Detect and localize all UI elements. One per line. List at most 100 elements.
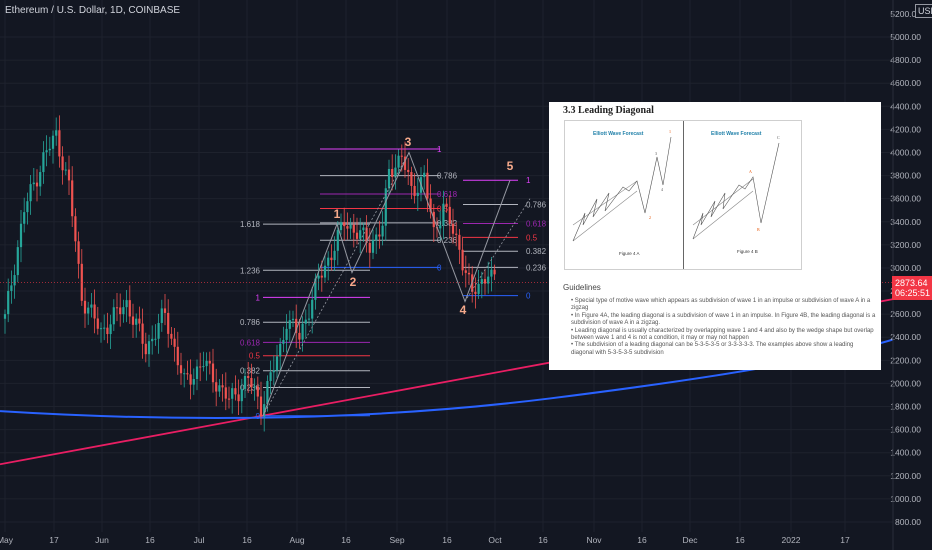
candle-body: [355, 232, 359, 239]
y-tick-label: 5000.00: [890, 32, 921, 42]
fib-level-label: 0: [526, 292, 531, 301]
candle-body: [301, 323, 304, 340]
candle-body: [183, 373, 186, 375]
y-tick-label: 1000.00: [890, 494, 921, 504]
candle-body: [199, 366, 202, 368]
last-price-tag: 2873.64 06:25:51: [892, 276, 932, 300]
candle-body: [26, 201, 29, 213]
candle-body: [285, 328, 288, 340]
candle-body: [186, 373, 189, 375]
candle-body: [394, 167, 397, 177]
candle-body: [458, 234, 461, 250]
candle-body: [179, 365, 183, 374]
x-tick-label: 16: [637, 535, 647, 545]
candle-body: [375, 234, 378, 241]
y-tick-label: 4200.00: [890, 124, 921, 134]
fib-level-label: 0.5: [249, 352, 261, 361]
symbol-title: Ethereum / U.S. Dollar, 1D, COINBASE: [5, 5, 181, 16]
fib-level-label: 0: [437, 263, 442, 272]
svg-text:2: 2: [649, 215, 651, 220]
y-tick-label: 3000.00: [890, 263, 921, 273]
candle-body: [352, 224, 355, 233]
candle-body: [483, 279, 487, 284]
x-tick-label: Jul: [194, 535, 205, 545]
candle-body: [247, 375, 250, 378]
candle-body: [371, 240, 375, 253]
y-tick-label: 2000.00: [890, 378, 921, 388]
candle-body: [333, 250, 336, 261]
candle-body: [307, 318, 311, 320]
candle-body: [208, 360, 211, 364]
candle-body: [339, 222, 343, 231]
x-tick-label: 16: [242, 535, 252, 545]
candle-body: [237, 394, 240, 402]
bar-countdown: 06:25:51: [895, 288, 931, 298]
candle-body: [368, 242, 371, 253]
candle-body: [403, 156, 407, 170]
candle-body: [464, 270, 467, 273]
candle-body: [266, 381, 269, 405]
candle-body: [7, 290, 10, 315]
candle-body: [487, 276, 490, 284]
leading-diagonal-guide: 3.3 Leading Diagonal 1 2 3 4 A B C Ellio…: [549, 102, 881, 370]
candle-body: [141, 323, 144, 344]
wave-label: 5: [507, 159, 514, 173]
candle-body: [397, 155, 400, 168]
figure-a-caption: Figure 4 A: [619, 251, 640, 256]
candle-body: [381, 225, 384, 237]
candle-body: [61, 156, 64, 171]
y-tick-label: 4800.00: [890, 55, 921, 65]
candle-body: [112, 307, 115, 325]
candle-body: [448, 206, 451, 224]
candle-body: [231, 388, 234, 399]
candle-body: [413, 185, 416, 197]
candle-body: [144, 343, 147, 355]
x-tick-label: 16: [538, 535, 548, 545]
candle-body: [48, 148, 51, 151]
candle-body: [234, 388, 237, 395]
svg-text:B: B: [757, 227, 760, 232]
elliott-wave-lines: 1 2 3 4 5: [262, 135, 531, 416]
candle-body: [320, 275, 323, 278]
y-tick-label: 3800.00: [890, 171, 921, 181]
candle-body: [125, 300, 128, 308]
candle-body: [451, 223, 455, 234]
candle-body: [122, 307, 125, 315]
y-tick-label: 4000.00: [890, 147, 921, 157]
candle-body: [359, 230, 362, 239]
candle-body: [400, 155, 403, 157]
wave-label: 4: [460, 303, 467, 317]
candle-body: [58, 130, 61, 157]
candle-body: [83, 300, 87, 314]
fib-level-label: 1: [437, 145, 442, 154]
fib-level-label: 0.618: [526, 219, 547, 228]
candle-body: [90, 304, 93, 308]
candle-body: [77, 241, 80, 264]
x-tick-label: 17: [840, 535, 850, 545]
fib-level-label: 0.786: [240, 318, 261, 327]
currency-badge[interactable]: USD: [915, 4, 932, 18]
x-tick-label: Aug: [289, 535, 304, 545]
wave-label: 1: [334, 207, 341, 221]
y-tick-label: 2600.00: [890, 309, 921, 319]
candle-body: [480, 279, 483, 284]
candle-body: [211, 363, 215, 383]
fib-level-label: 0.382: [240, 367, 261, 376]
x-tick-label: Nov: [586, 535, 602, 545]
y-tick-label: 4400.00: [890, 101, 921, 111]
y-tick-label: 800.00: [895, 517, 921, 527]
candle-body: [138, 318, 141, 324]
candle-body: [74, 216, 77, 242]
candle-body: [67, 169, 71, 181]
candle-body: [93, 304, 96, 319]
candle-body: [103, 327, 106, 329]
y-tick-label: 2400.00: [890, 332, 921, 342]
candle-body: [407, 169, 410, 173]
candle-body: [365, 227, 368, 243]
candle-body: [391, 168, 394, 177]
y-axis: 5200.00 5000.00 4800.00 4600.00 4400.00 4200.…: [890, 0, 921, 550]
candle-body: [410, 172, 413, 186]
candle-body: [163, 308, 167, 313]
svg-text:4: 4: [661, 187, 663, 192]
candle-body: [349, 224, 352, 229]
